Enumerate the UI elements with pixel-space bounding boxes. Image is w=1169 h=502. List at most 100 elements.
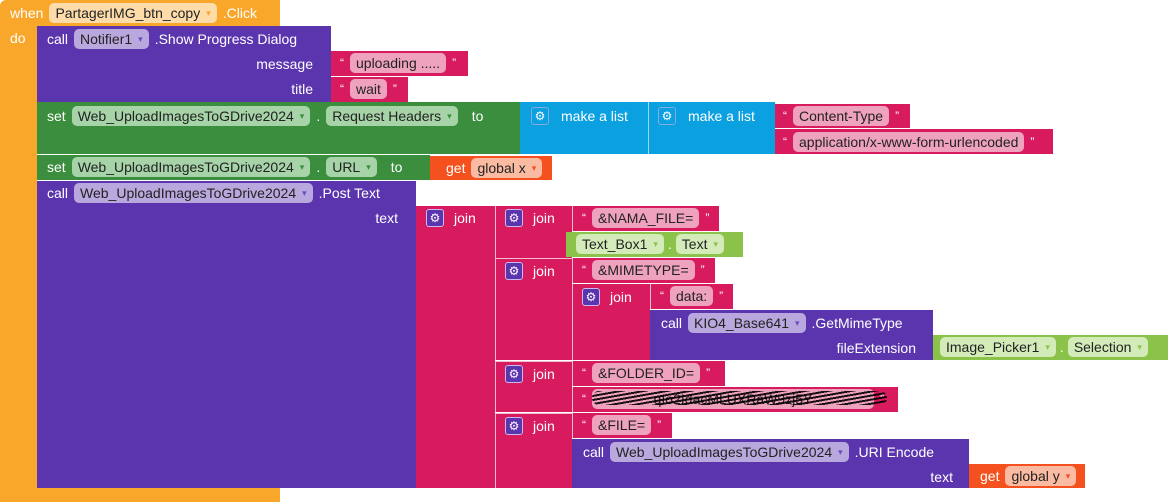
call-label: call — [583, 444, 605, 460]
dot: . — [1059, 339, 1064, 355]
property-dropdown[interactable]: Selection ▾ — [1067, 337, 1148, 357]
quote-open: “ — [660, 289, 664, 303]
file-extension-label: fileExtension — [836, 340, 916, 356]
chevron-down-icon: ▾ — [1065, 470, 1071, 481]
dot: . — [316, 108, 321, 124]
method-name: .URI Encode — [854, 444, 935, 460]
chevron-down-icon: ▾ — [1137, 341, 1142, 352]
gear-icon[interactable]: ⚙ — [531, 107, 549, 125]
quote-open: “ — [783, 109, 787, 123]
set-label: set — [47, 159, 66, 175]
text-field[interactable]: &FOLDER_ID= — [592, 363, 701, 383]
text-field[interactable]: &MIMETYPE= — [592, 260, 695, 280]
event-block-bottom — [0, 488, 280, 502]
title-label: title — [291, 81, 313, 97]
quote-open: “ — [340, 82, 344, 96]
gear-icon[interactable]: ⚙ — [426, 209, 444, 227]
get-label: get — [980, 468, 1000, 484]
gear-icon[interactable]: ⚙ — [505, 209, 523, 227]
event-name: .Click — [222, 5, 257, 21]
component-dropdown[interactable]: Notifier1 ▾ — [74, 29, 149, 49]
component-dropdown[interactable]: Image_Picker1 ▾ — [940, 337, 1056, 357]
component-dropdown[interactable]: KIO4_Base641 ▾ — [688, 313, 806, 333]
chevron-down-icon: ▾ — [138, 33, 143, 44]
chevron-down-icon: ▾ — [447, 110, 452, 121]
chevron-down-icon: ▾ — [206, 7, 211, 18]
quote-open: “ — [582, 263, 586, 277]
component-dropdown[interactable]: Web_UploadImagesToGDrive2024 ▾ — [74, 183, 313, 203]
chevron-down-icon: ▾ — [299, 161, 305, 172]
gear-icon[interactable]: ⚙ — [582, 288, 600, 306]
quote-close: ” — [706, 366, 711, 380]
quote-open: “ — [582, 418, 586, 432]
dot: . — [667, 236, 672, 252]
join-block[interactable] — [416, 206, 495, 488]
chevron-down-icon: ▾ — [299, 110, 305, 121]
chevron-down-icon: ▾ — [531, 162, 537, 173]
text-field[interactable]: Content-Type — [793, 106, 890, 126]
chevron-down-icon: ▾ — [838, 446, 843, 457]
join-label: join — [610, 289, 632, 305]
quote-close: ” — [1030, 135, 1035, 149]
join-label: join — [533, 263, 555, 279]
chevron-down-icon: ▾ — [794, 317, 800, 328]
join-label: join — [533, 418, 555, 434]
text-field[interactable]: &NAMA_FILE= — [592, 208, 700, 228]
event-block-body — [0, 26, 37, 492]
quote-close: ” — [895, 109, 900, 123]
method-name: .Show Progress Dialog — [154, 31, 298, 47]
quote-open: “ — [582, 211, 586, 225]
to-label: to — [390, 159, 403, 175]
text-field[interactable]: data: — [670, 286, 714, 306]
gear-icon[interactable]: ⚙ — [505, 417, 523, 435]
make-a-list-label: make a list — [688, 108, 755, 124]
chevron-down-icon: ▾ — [1045, 341, 1050, 352]
set-label: set — [47, 108, 66, 124]
text-field[interactable]: wait — [350, 79, 387, 99]
component-dropdown[interactable]: Web_UploadImagesToGDrive2024 ▾ — [71, 157, 311, 177]
quote-close: ” — [452, 56, 457, 70]
component-dropdown[interactable]: Text_Box1 ▾ — [576, 234, 664, 254]
chevron-down-icon: ▾ — [713, 238, 719, 249]
text-label: text — [375, 210, 398, 226]
component-dropdown[interactable]: Web_UploadImagesToGDrive2024 ▾ — [610, 442, 849, 462]
quote-close: ” — [700, 263, 705, 277]
gear-icon[interactable]: ⚙ — [658, 107, 676, 125]
text-field[interactable]: &FILE= — [592, 415, 652, 435]
call-label: call — [661, 315, 683, 331]
quote-open: “ — [582, 392, 586, 406]
variable-dropdown[interactable]: global y ▾ — [1005, 466, 1077, 486]
to-label: to — [471, 108, 484, 124]
quote-close: ” — [392, 82, 397, 96]
get-label: get — [446, 160, 466, 176]
call-label: call — [47, 185, 69, 201]
when-label: when — [10, 5, 44, 21]
property-dropdown[interactable]: URL ▾ — [326, 157, 377, 177]
make-a-list-label: make a list — [561, 108, 628, 124]
quote-open: “ — [340, 56, 344, 70]
post-text-block[interactable] — [37, 181, 416, 488]
quote-close: ” — [657, 418, 662, 432]
dot: . — [316, 159, 321, 175]
gear-icon[interactable]: ⚙ — [505, 262, 523, 280]
join-label: join — [454, 210, 476, 226]
redaction-scribble — [592, 391, 887, 405]
quote-close: ” — [719, 289, 724, 303]
chevron-down-icon: ▾ — [366, 161, 371, 172]
variable-dropdown[interactable]: global x ▾ — [471, 158, 543, 178]
property-dropdown[interactable]: Request Headers ▾ — [326, 106, 458, 126]
quote-open: “ — [783, 135, 787, 149]
text-field[interactable]: application/x-www-form-urlencoded — [793, 132, 1025, 152]
join-label: join — [533, 210, 555, 226]
property-dropdown[interactable]: Text ▾ — [675, 234, 725, 254]
message-label: message — [256, 56, 313, 72]
component-dropdown[interactable]: Web_UploadImagesToGDrive2024 ▾ — [71, 106, 311, 126]
component-dropdown[interactable]: PartagerIMG_btn_copy ▾ — [49, 3, 217, 23]
chevron-down-icon: ▾ — [302, 187, 307, 198]
text-field[interactable]: uploading ..... — [350, 53, 447, 73]
quote-open: “ — [582, 366, 586, 380]
gear-icon[interactable]: ⚙ — [505, 365, 523, 383]
join-label: join — [533, 366, 555, 382]
call-label: call — [47, 31, 69, 47]
method-name: .GetMimeType — [811, 315, 903, 331]
